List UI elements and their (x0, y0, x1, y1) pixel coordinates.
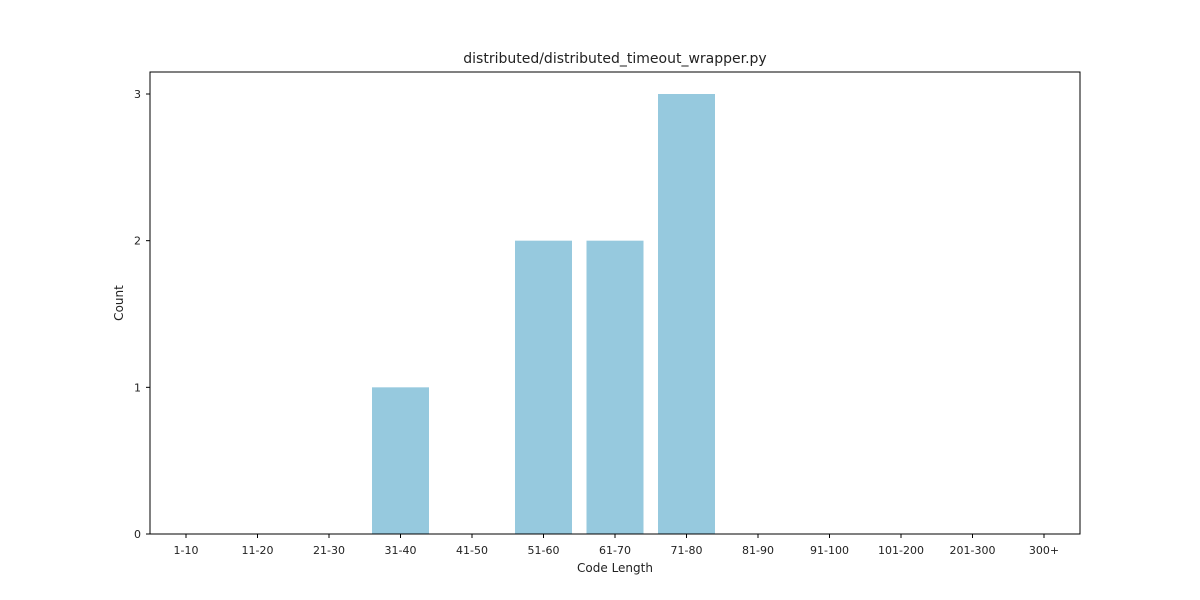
chart-title: distributed/distributed_timeout_wrapper.… (463, 51, 766, 67)
y-tick-label: 1 (134, 381, 141, 394)
x-tick-label: 21-30 (313, 544, 345, 557)
bar-71-80 (658, 94, 715, 534)
x-tick-label: 11-20 (242, 544, 274, 557)
y-tick-label: 0 (134, 528, 141, 541)
x-tick-label: 300+ (1029, 544, 1059, 557)
x-tick-label: 1-10 (174, 544, 199, 557)
x-tick-label: 61-70 (599, 544, 631, 557)
bar-61-70 (586, 240, 644, 534)
x-tick-label: 91-100 (810, 544, 849, 557)
bars-group (372, 94, 715, 534)
x-tick-label: 31-40 (385, 544, 417, 557)
bar-51-60 (515, 240, 572, 534)
x-axis-ticks: 1-10 11-20 21-30 31-40 41-50 51-60 61-70 71-80 8… (174, 534, 1059, 557)
x-tick-label: 101-200 (878, 544, 924, 557)
y-axis-ticks: 0 1 2 3 (134, 88, 150, 541)
x-tick-label: 201-300 (950, 544, 996, 557)
x-tick-label: 41-50 (456, 544, 488, 557)
x-axis-label: Code Length (577, 561, 653, 575)
x-tick-label: 71-80 (671, 544, 703, 557)
y-tick-label: 3 (134, 88, 141, 101)
bar-31-40 (372, 387, 429, 534)
y-axis-label: Count (112, 285, 126, 321)
y-tick-label: 2 (134, 235, 141, 248)
x-tick-label: 81-90 (742, 544, 774, 557)
x-tick-label: 51-60 (528, 544, 560, 557)
